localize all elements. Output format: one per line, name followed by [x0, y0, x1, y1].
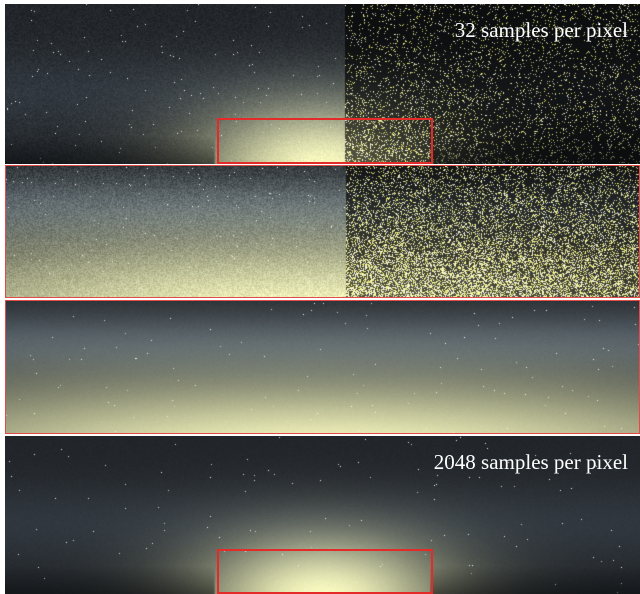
top-render-panel: 32 samples per pixel — [5, 4, 640, 164]
bottom-render-panel: 2048 samples per pixel — [5, 436, 640, 594]
bottom-caption: 2048 samples per pixel — [433, 450, 628, 474]
crop-highlight-box-bottom — [217, 549, 433, 594]
noisy-zoom-image — [6, 166, 639, 297]
noisy-render-image — [5, 4, 640, 164]
reference-zoom-panel — [5, 300, 640, 434]
reference-render-image — [5, 436, 640, 594]
noisy-zoom-panel — [5, 165, 640, 298]
reference-zoom-image — [6, 301, 639, 433]
crop-highlight-box — [217, 118, 433, 164]
top-caption: 32 samples per pixel — [454, 18, 628, 42]
